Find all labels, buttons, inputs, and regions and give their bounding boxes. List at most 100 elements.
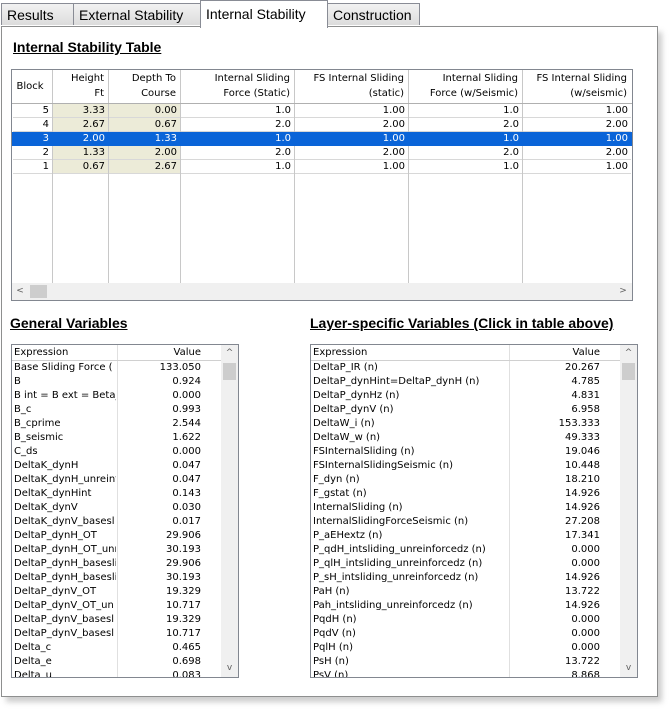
value[interactable]: 30.193 [166, 572, 201, 583]
table-cell[interactable]: 1.00 [523, 104, 631, 118]
value[interactable]: 14.926 [565, 502, 600, 513]
expression[interactable]: B_seismic [14, 432, 64, 443]
value[interactable]: 19.329 [166, 586, 201, 597]
table-cell[interactable]: 1.0 [181, 104, 294, 118]
value[interactable]: 13.722 [565, 656, 600, 667]
table-cell[interactable]: 2.0 [409, 118, 522, 132]
expression[interactable]: DeltaK_dynV_basesl [14, 516, 115, 527]
tab[interactable]: External Stability [73, 3, 201, 25]
layer-variables-list[interactable]: Expression Value DeltaP_IR (n) 20.267 DeltaP… [310, 344, 638, 678]
expression[interactable]: B_c [14, 404, 32, 415]
table-cell[interactable]: 1.0 [409, 132, 522, 146]
table-cell[interactable]: 2.00 [295, 146, 408, 160]
expression[interactable]: F_dyn (n) [313, 474, 360, 485]
table-cell[interactable]: 1.00 [523, 160, 631, 174]
expression[interactable]: F_gstat (n) [313, 488, 367, 499]
tab[interactable]: Internal Stability [200, 0, 328, 28]
value[interactable]: 19.046 [565, 446, 600, 457]
value[interactable]: 19.329 [166, 614, 201, 625]
table-cell[interactable]: 0.00 [109, 104, 180, 118]
expression[interactable]: PsH (n) [313, 656, 349, 667]
expression[interactable]: PqlH (n) [313, 642, 353, 653]
tab[interactable]: Results [1, 3, 74, 25]
value[interactable]: 0.000 [172, 390, 201, 401]
expression[interactable]: DeltaW_w (n) [313, 432, 381, 443]
value[interactable]: 0.000 [571, 614, 600, 625]
value[interactable]: 27.208 [565, 516, 600, 527]
value[interactable]: 153.333 [558, 418, 600, 429]
table-cell[interactable]: 2.00 [53, 132, 108, 146]
value[interactable]: 29.906 [166, 530, 201, 541]
value[interactable]: 0.047 [172, 460, 201, 471]
table-cell[interactable]: 1.0 [181, 160, 294, 174]
table-cell[interactable]: 1.00 [295, 132, 408, 146]
scrollbar-thumb[interactable] [223, 363, 236, 380]
scroll-up[interactable]: ^ [624, 348, 633, 358]
expression[interactable]: DeltaP_dynV (n) [313, 404, 394, 415]
expression[interactable]: DeltaK_dynH_unreinf [14, 474, 116, 485]
expression[interactable]: PqdH (n) [313, 614, 357, 625]
expression[interactable]: P_sH_intsliding_unreinforcedz (n) [313, 572, 479, 583]
expression[interactable]: DeltaW_i (n) [313, 418, 375, 429]
expression[interactable]: DeltaP_dynH_basesli [14, 572, 116, 583]
value[interactable]: 29.906 [166, 558, 201, 569]
table-cell[interactable]: 2.0 [181, 118, 294, 132]
value[interactable]: 0.924 [172, 376, 201, 387]
expression[interactable]: FSInternalSliding (n) [313, 446, 415, 457]
value[interactable]: 0.030 [172, 502, 201, 513]
general-variables-list[interactable]: Expression Value Base Sliding Force (133.… [11, 344, 239, 678]
scrollbar-thumb[interactable] [30, 285, 47, 298]
value[interactable]: 10.448 [565, 460, 600, 471]
table-cell[interactable]: 1 [13, 160, 52, 174]
table-cell[interactable]: 1.0 [181, 132, 294, 146]
table-cell[interactable]: 2.0 [409, 146, 522, 160]
table-cell[interactable]: 4 [13, 118, 52, 132]
internal-stability-table[interactable]: Block Height Ft Depth To Course Internal Slid… [11, 69, 633, 301]
table-cell[interactable]: 1.0 [409, 104, 522, 118]
expression[interactable]: C_ds [14, 446, 38, 457]
value[interactable]: 17.341 [565, 530, 600, 541]
table-cell[interactable]: 2.67 [109, 160, 180, 174]
expression[interactable]: P_qdH_intsliding_unreinforcedz (n) [313, 544, 486, 555]
value[interactable]: 0.083 [172, 670, 201, 678]
table-cell[interactable]: 3 [13, 132, 52, 146]
value[interactable]: 8.868 [571, 670, 600, 678]
expression[interactable]: B int = B ext = Beta_( [14, 390, 116, 401]
expression[interactable]: DeltaP_dynH_OT_unr [14, 544, 116, 555]
expression[interactable]: DeltaP_dynHz (n) [313, 390, 400, 401]
expression[interactable]: PaH (n) [313, 586, 350, 597]
expression[interactable]: DeltaP_dynH_OT [14, 530, 97, 541]
horizontal-scrollbar[interactable] [12, 283, 632, 300]
value[interactable]: 2.544 [172, 418, 201, 429]
value[interactable]: 30.193 [166, 544, 201, 555]
table-cell[interactable]: 2.00 [523, 146, 631, 160]
expression[interactable]: Pah_intsliding_unreinforcedz (n) [313, 600, 473, 611]
scroll-down[interactable]: v [226, 663, 233, 673]
table-cell[interactable]: 3.33 [53, 104, 108, 118]
expression[interactable]: InternalSlidingForceSeismic (n) [313, 516, 469, 527]
expression[interactable]: P_aEHextz (n) [313, 530, 383, 541]
expression[interactable]: PqdV (n) [313, 628, 356, 639]
expression[interactable]: FSInternalSlidingSeismic (n) [313, 460, 454, 471]
vertical-scrollbar[interactable] [620, 345, 637, 677]
table-cell[interactable]: 2.00 [523, 118, 631, 132]
value[interactable]: 1.622 [172, 432, 201, 443]
table-cell[interactable]: 0.67 [53, 160, 108, 174]
table-cell[interactable]: 1.00 [523, 132, 631, 146]
expression[interactable]: B [14, 376, 21, 387]
value[interactable]: 0.000 [172, 446, 201, 457]
value[interactable]: 0.000 [571, 628, 600, 639]
value[interactable]: 4.831 [571, 390, 600, 401]
expression[interactable]: Delta_u [14, 670, 53, 678]
value[interactable]: 13.722 [565, 586, 600, 597]
table-cell[interactable]: 1.0 [409, 160, 522, 174]
value[interactable]: 133.050 [159, 362, 201, 373]
value[interactable]: 14.926 [565, 488, 600, 499]
value[interactable]: 4.785 [571, 376, 600, 387]
value[interactable]: 10.717 [166, 600, 201, 611]
expression[interactable]: PsV (n) [313, 670, 349, 678]
expression[interactable]: Delta_c [14, 642, 52, 653]
scroll-left[interactable]: < [16, 286, 24, 296]
value[interactable]: 0.698 [172, 656, 201, 667]
expression[interactable]: DeltaK_dynH [14, 460, 79, 471]
